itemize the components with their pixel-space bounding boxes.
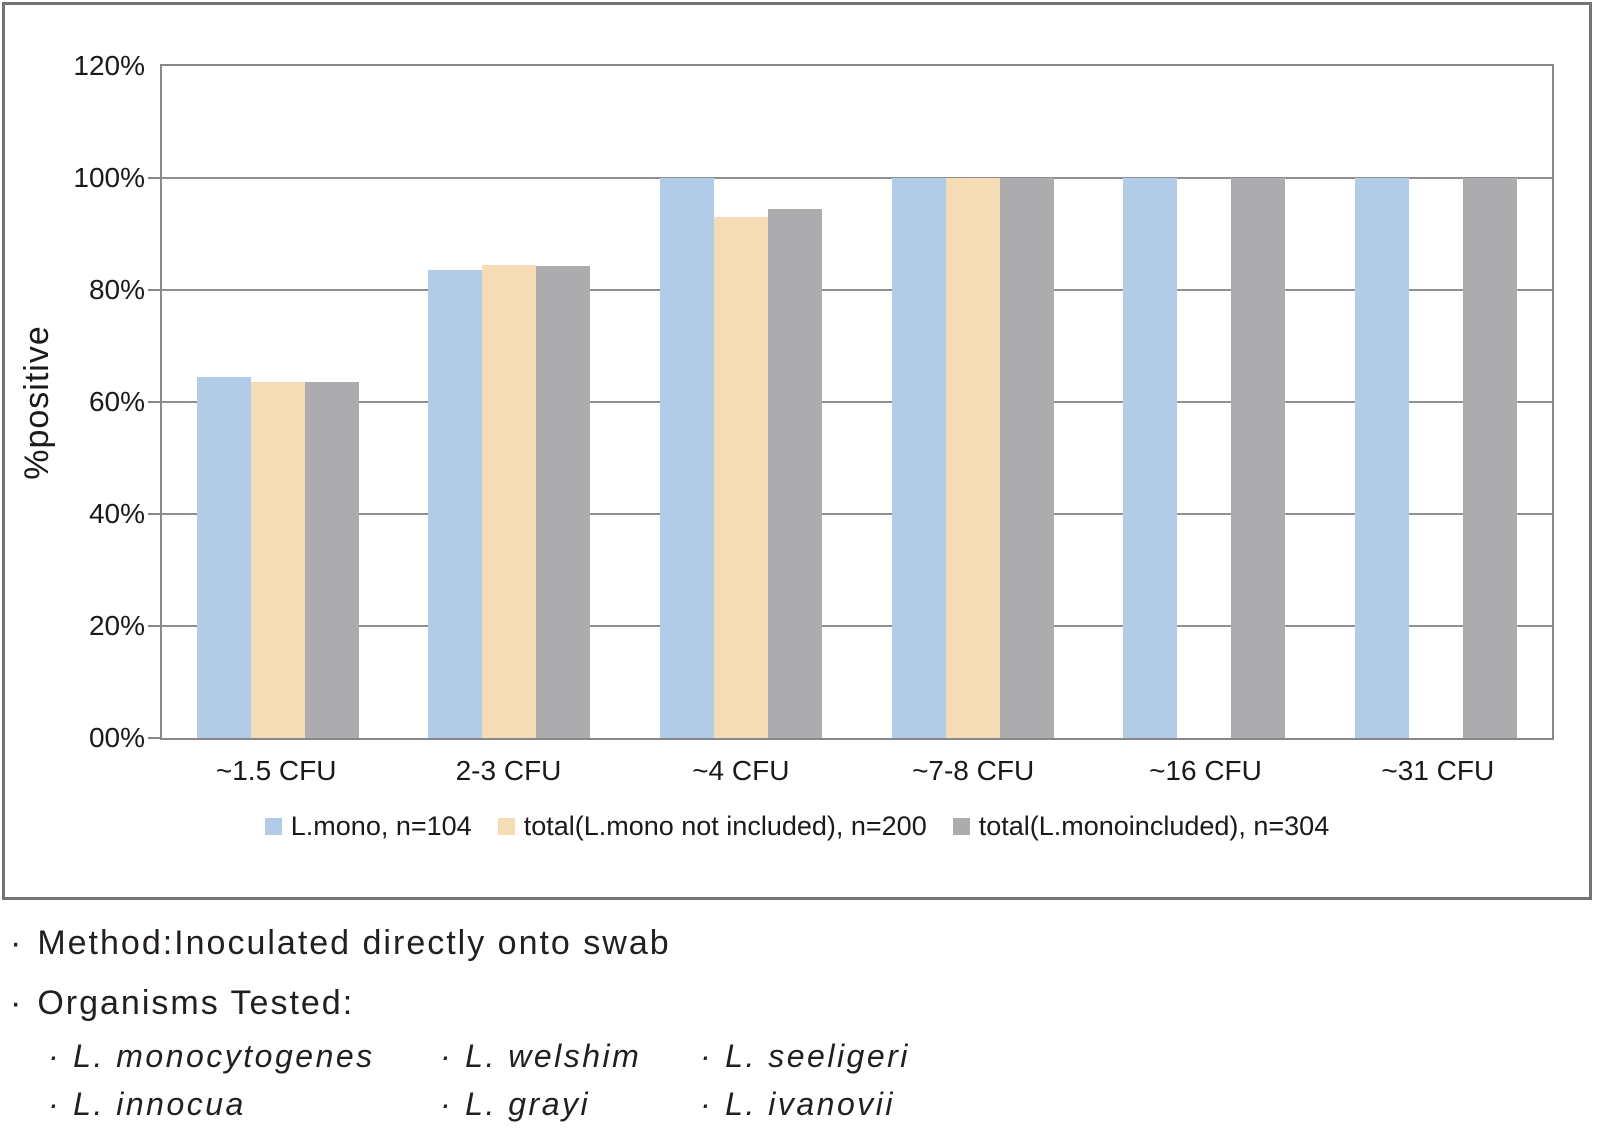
x-axis-category-label: 2-3 CFU: [455, 755, 562, 786]
bar-group-3: [625, 66, 857, 738]
bullet-icon: ·: [10, 984, 24, 1022]
bar-group-6: [1320, 66, 1552, 738]
bar: [768, 208, 823, 738]
bar: [891, 178, 946, 738]
y-tick-label: 00%: [88, 722, 145, 753]
x-axis-labels: ~1.5 CFU 2-3 CFU ~4 CFU ~7-8 CFU ~16 CFU ~31 …: [160, 755, 1554, 787]
bullet-icon: ·: [48, 1086, 62, 1122]
organism-name: L. grayi: [465, 1086, 591, 1122]
organisms-heading-text: Organisms Tested:: [37, 984, 355, 1022]
y-tick-mark: [148, 289, 160, 291]
bar: [1231, 178, 1286, 738]
organism-item: · L. monocytogenes: [48, 1038, 440, 1086]
bar: [1123, 178, 1178, 738]
y-tick-mark: [148, 625, 160, 627]
bar: [250, 382, 305, 738]
bar: [945, 178, 1000, 738]
organism-name: L. monocytogenes: [73, 1038, 375, 1074]
organism-name: L. welshim: [465, 1038, 642, 1074]
bullet-icon: ·: [700, 1038, 714, 1074]
bar-group-5: [1089, 66, 1321, 738]
y-tick-mark: [148, 177, 160, 179]
bullet-icon: ·: [48, 1038, 62, 1074]
organism-item: · L. ivanovii: [700, 1086, 910, 1134]
bar: [304, 382, 359, 738]
organisms-heading: · Organisms Tested:: [10, 984, 354, 1023]
organism-item: · L. welshim: [440, 1038, 700, 1086]
legend-swatch-icon: [264, 818, 282, 835]
bar: [482, 265, 537, 738]
legend-label: L.mono, n=104: [290, 811, 472, 841]
organism-name: L. innocua: [73, 1086, 246, 1122]
bar: [1463, 178, 1518, 738]
x-axis-category-label: ~4 CFU: [692, 755, 790, 786]
bar: [1355, 178, 1410, 738]
legend-label: total(L.monoincluded), n=304: [978, 811, 1330, 841]
gridline-80: [162, 289, 1552, 291]
legend-item: total(L.monoincluded), n=304: [952, 811, 1330, 842]
bar-group-4: [857, 66, 1089, 738]
x-axis-category-label: ~31 CFU: [1381, 755, 1495, 786]
y-tick-label: 120%: [73, 50, 145, 81]
bar: [999, 178, 1054, 738]
x-axis-category-label: ~16 CFU: [1149, 755, 1262, 786]
chart-container: %positive 120% 100% 80% 60% 40% 20% 00% ~1.5 C…: [2, 2, 1592, 900]
legend-label: total(L.mono not included), n=200: [523, 811, 927, 841]
y-tick-mark: [148, 401, 160, 403]
bar: [660, 178, 715, 738]
bullet-icon: ·: [700, 1086, 714, 1122]
organism-name: L. seeligeri: [725, 1038, 910, 1074]
y-tick-mark: [148, 513, 160, 515]
x-axis-category-label: ~1.5 CFU: [215, 755, 337, 786]
y-tick-label: 80%: [88, 274, 145, 305]
organism-item: · L. innocua: [48, 1086, 440, 1134]
y-tick-label: 40%: [88, 498, 145, 529]
chart-legend: L.mono, n=104 total(L.mono not included),…: [5, 811, 1589, 842]
bullet-icon: ·: [440, 1086, 454, 1122]
legend-swatch-icon: [952, 818, 970, 835]
y-tick-label: 20%: [88, 610, 145, 641]
legend-item: total(L.mono not included), n=200: [497, 811, 927, 842]
gridline-60: [162, 401, 1552, 403]
bar: [428, 270, 483, 738]
gridline-100: [162, 177, 1552, 179]
gridline-20: [162, 625, 1552, 627]
bar-group-1: [162, 66, 394, 738]
bar: [196, 377, 251, 738]
legend-swatch-icon: [497, 818, 515, 835]
bar: [714, 217, 769, 738]
organism-item: · L. grayi: [440, 1086, 700, 1134]
gridline-40: [162, 513, 1552, 515]
bullet-icon: ·: [10, 924, 24, 962]
y-tick-label: 60%: [88, 386, 145, 417]
bar-group-2: [394, 66, 626, 738]
y-tick-mark: [148, 737, 160, 739]
method-note: · Method:Inoculated directly onto swab: [10, 924, 671, 963]
bar: [536, 265, 591, 738]
x-axis-category-label: ~7-8 CFU: [912, 755, 1035, 786]
legend-item: L.mono, n=104: [264, 811, 472, 842]
organisms-list: · L. monocytogenes · L. welshim · L. seeliger…: [48, 1038, 910, 1134]
bullet-icon: ·: [440, 1038, 454, 1074]
y-tick-label: 100%: [73, 162, 145, 193]
method-note-text: Method:Inoculated directly onto swab: [37, 924, 671, 962]
plot-area: [160, 64, 1554, 740]
organism-name: L. ivanovii: [725, 1086, 895, 1122]
organism-item: · L. seeligeri: [700, 1038, 910, 1086]
